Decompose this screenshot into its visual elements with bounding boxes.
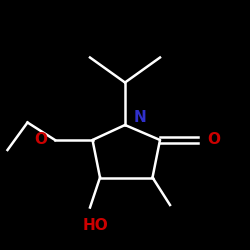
- Text: N: N: [134, 110, 146, 125]
- Text: O: O: [208, 132, 220, 148]
- Text: HO: HO: [82, 218, 108, 232]
- Text: O: O: [34, 132, 48, 148]
